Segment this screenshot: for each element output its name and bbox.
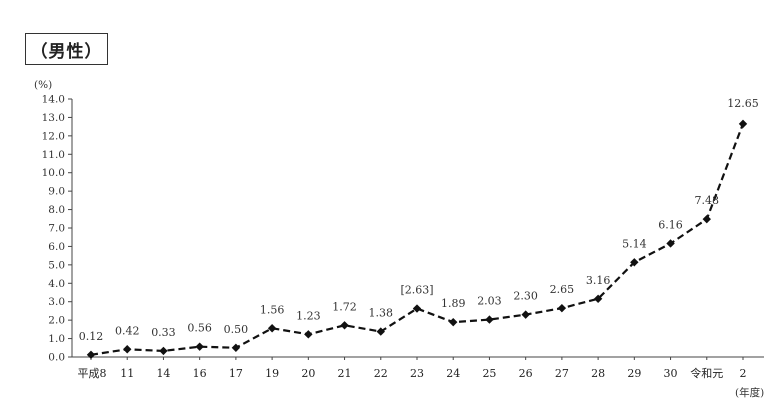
x-tick-label: 28 (591, 367, 605, 380)
y-tick-label: 3.0 (48, 296, 65, 308)
y-tick-label: 4.0 (48, 278, 65, 290)
y-tick-label: 2.0 (48, 315, 65, 327)
y-tick-label: 11.0 (42, 149, 65, 161)
data-label: 1.72 (332, 300, 357, 313)
data-label: 0.33 (151, 326, 176, 339)
data-label: 12.65 (727, 97, 759, 110)
data-label: 1.23 (296, 309, 321, 322)
data-point (376, 327, 385, 336)
data-label: 1.56 (260, 303, 285, 316)
x-tick-label: 26 (519, 367, 533, 380)
y-tick-label: 1.0 (48, 333, 65, 345)
data-label: 7.48 (695, 194, 720, 207)
x-tick-label: 16 (193, 367, 207, 380)
data-point (267, 324, 277, 333)
data-point (738, 119, 748, 129)
x-tick-label: 17 (229, 367, 243, 380)
x-axis-unit: (年度) (735, 386, 764, 399)
x-tick-label: 21 (338, 367, 352, 380)
y-tick-label: 0.0 (48, 352, 65, 364)
x-tick-label: 24 (446, 367, 460, 380)
data-point (557, 303, 567, 313)
data-label: 0.12 (79, 330, 104, 343)
data-point (593, 294, 603, 303)
data-point (666, 239, 675, 248)
data-label: 1.89 (441, 297, 466, 310)
data-point (521, 310, 530, 319)
x-tick-label: 30 (664, 367, 678, 380)
data-label: 1.38 (369, 307, 394, 320)
x-tick-label: 20 (301, 367, 315, 380)
data-label: 2.30 (513, 290, 538, 303)
data-point (123, 345, 132, 354)
data-label: 2.03 (477, 295, 502, 308)
x-tick-label: 11 (120, 367, 134, 380)
data-point (340, 321, 349, 330)
y-tick-label: 8.0 (48, 204, 65, 216)
data-point (304, 330, 313, 339)
x-tick-label: 14 (156, 367, 170, 380)
y-tick-label: 10.0 (42, 167, 65, 179)
y-tick-label: 12.0 (42, 130, 65, 142)
chart-title: （男性） (25, 33, 108, 65)
x-tick-label: 25 (482, 367, 496, 380)
x-tick-label: 23 (410, 367, 424, 380)
data-point (412, 304, 422, 313)
data-point (159, 346, 168, 356)
y-tick-label: 5.0 (48, 259, 65, 271)
data-point (702, 214, 711, 224)
data-point (449, 317, 458, 327)
data-label: 6.16 (658, 218, 683, 231)
data-label: 2.65 (550, 283, 575, 296)
y-tick-label: 14.0 (42, 94, 65, 106)
x-tick-label: 2 (740, 367, 747, 380)
x-tick-label: 27 (555, 367, 569, 380)
data-point (195, 342, 204, 351)
x-tick-label: 令和元 (690, 366, 723, 380)
data-label: [2.63] (400, 284, 433, 297)
data-point (86, 350, 96, 359)
data-label: 5.14 (622, 237, 647, 250)
y-tick-label: 9.0 (48, 186, 65, 198)
data-label: 3.16 (586, 274, 611, 287)
x-tick-label: 22 (374, 367, 388, 380)
x-tick-label: 平成8 (78, 367, 107, 380)
y-tick-label: 13.0 (42, 112, 65, 124)
x-tick-label: 29 (627, 367, 641, 380)
data-label: 0.56 (187, 322, 212, 335)
y-axis-unit: (%) (34, 79, 52, 91)
data-point (630, 258, 639, 267)
y-tick-label: 7.0 (48, 223, 65, 235)
data-label: 0.42 (115, 324, 140, 337)
x-tick-label: 19 (265, 367, 279, 380)
y-tick-label: 6.0 (48, 241, 65, 253)
data-point (231, 343, 241, 352)
data-point (485, 315, 494, 324)
data-label: 0.50 (224, 323, 249, 336)
